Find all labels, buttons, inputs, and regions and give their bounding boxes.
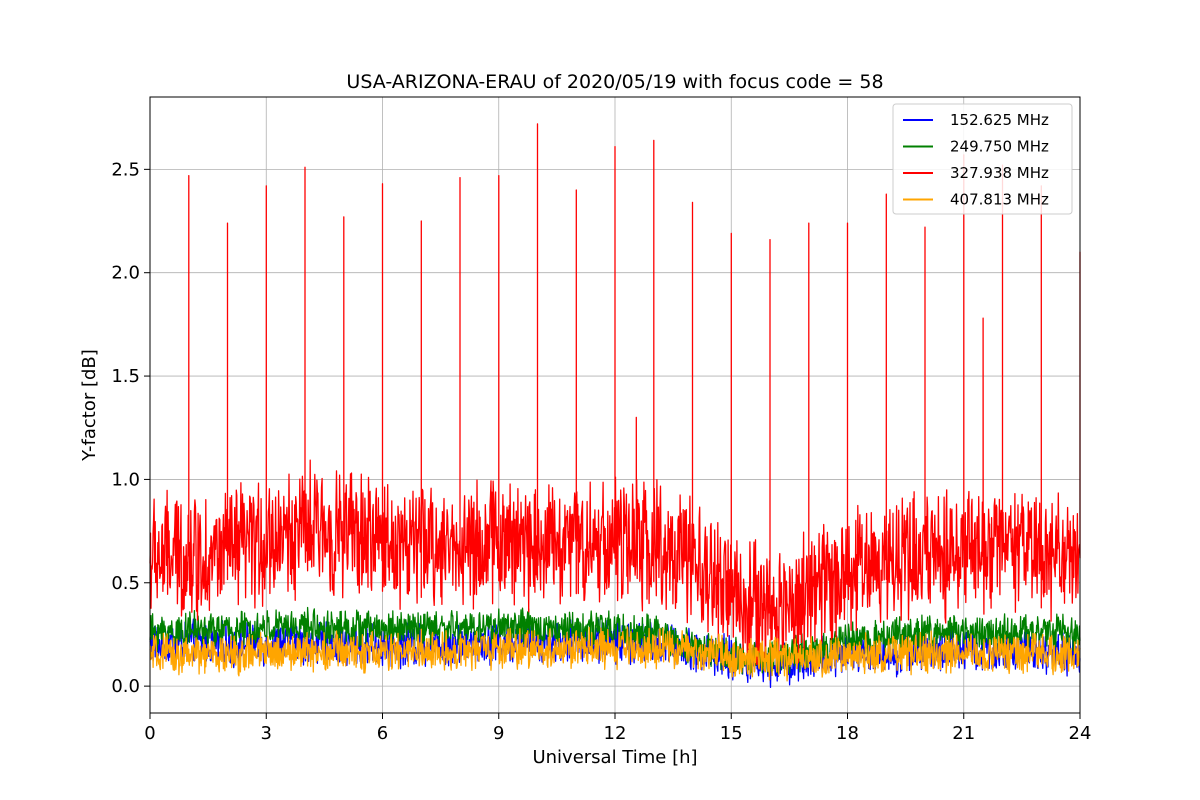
series-line-3 [149,626,1081,682]
series-line-2 [149,123,1081,673]
series-layer [149,123,1081,689]
x-tick-label: 15 [720,723,743,744]
y-tick-label: 1.0 [111,469,140,490]
x-tick-label: 12 [604,723,627,744]
x-tick-label: 0 [144,723,155,744]
x-tick-label: 21 [952,723,975,744]
chart-title: USA-ARIZONA-ERAU of 2020/05/19 with focu… [346,71,883,93]
x-tick-label: 18 [836,723,859,744]
x-tick-label: 9 [493,723,504,744]
legend-label: 152.625 MHz [950,111,1049,129]
series-line-1 [149,606,1081,675]
legend-label: 249.750 MHz [950,138,1049,156]
y-tick-label: 2.0 [111,263,140,284]
legend-label: 327.938 MHz [950,164,1049,182]
x-tick-label: 6 [377,723,388,744]
x-tick-label: 3 [261,723,272,744]
legend: 152.625 MHz 249.750 MHz 327.938 MHz 407.813… [892,103,1073,215]
ticks: 0 3 6 9 12 15 18 21 24 0.0 0.5 1.0 1.5 2.0 2.5 [111,159,1091,744]
y-tick-label: 1.5 [111,366,140,387]
y-tick-label: 0.5 [111,573,140,594]
legend-label: 407.813 MHz [950,191,1049,209]
y-axis-label: Y-factor [dB] [79,349,100,462]
y-tick-label: 0.0 [111,676,140,697]
x-axis-label: Universal Time [h] [532,747,697,768]
legend-box [892,103,1073,215]
y-tick-label: 2.5 [111,159,140,180]
x-tick-label: 24 [1069,723,1092,744]
